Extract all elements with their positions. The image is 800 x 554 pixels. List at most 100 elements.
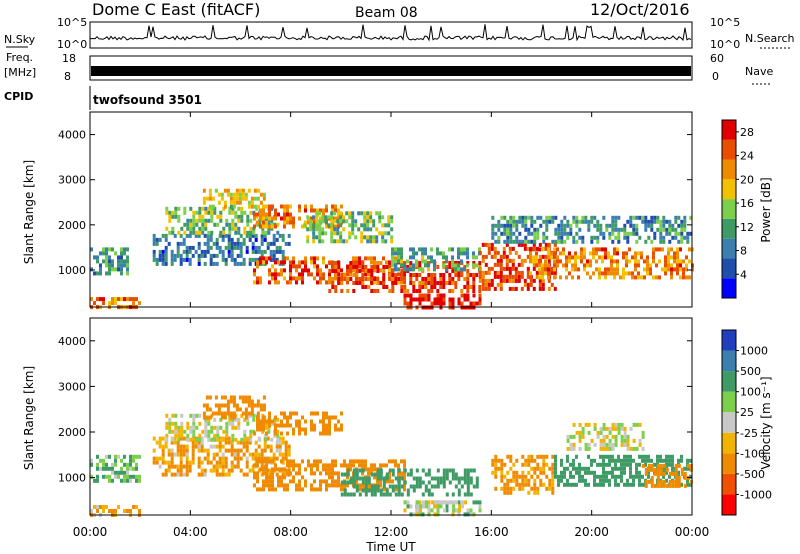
range-gate-cell [213,222,217,227]
range-gate-cell [686,458,689,463]
y-tick-label: 4000 [58,129,86,142]
range-gate-cell [644,458,647,463]
range-gate-cell [221,464,225,469]
range-gate-cell [596,430,600,435]
range-gate-cell [592,271,595,276]
range-gate-cell [123,251,126,256]
range-gate-cell [222,230,226,235]
range-gate-cell [188,464,192,469]
range-gate-cell [689,458,692,463]
range-gate-cell [565,263,568,268]
range-gate-cell [644,227,648,232]
range-gate-cell [397,259,400,264]
range-gate-cell [614,482,617,487]
range-gate-cell [634,251,637,256]
range-gate-cell [572,442,576,447]
range-gate-cell [421,267,424,272]
range-gate-cell [397,251,400,256]
range-gate-cell [318,227,322,232]
range-gate-cell [384,223,388,228]
range-gate-cell [207,417,211,422]
range-gate-cell [532,247,535,252]
range-gate-cell [592,251,595,256]
range-gate-cell [418,261,422,265]
range-gate-cell [445,472,449,477]
range-gate-cell [382,256,385,261]
range-gate-cell [321,231,325,236]
range-gate-cell [197,241,201,246]
range-gate-cell [336,219,340,224]
range-gate-cell [284,440,288,445]
range-gate-cell [370,484,374,489]
range-gate-cell [625,251,628,256]
range-gate-cell [271,276,274,281]
range-gate-cell [460,247,463,252]
range-gate-cell [560,235,564,240]
range-gate-cell [403,280,406,285]
range-gate-cell [212,241,216,246]
range-gate-cell [680,223,684,228]
range-gate-cell [536,215,540,220]
range-gate-cell [239,241,243,246]
range-gate-cell [309,227,313,232]
range-gate-cell [244,395,248,400]
range-gate-cell [108,263,111,268]
range-gate-cell [508,266,512,271]
range-gate-cell [554,458,557,463]
range-gate-cell [226,188,230,193]
range-gate-cell [394,476,398,481]
range-gate-cell [155,460,159,465]
range-gate-cell [647,235,651,240]
range-gate-cell [248,233,252,238]
range-gate-cell [659,219,663,224]
range-gate-cell [433,512,437,517]
range-gate-cell [641,474,644,479]
range-gate-cell [496,270,500,275]
range-gate-cell [530,239,534,244]
range-gate-cell [520,258,524,263]
range-gate-cell [493,254,497,259]
range-gate-cell [424,488,428,493]
range-gate-cell [231,218,235,223]
range-gate-cell [152,456,156,461]
range-gate-cell [221,249,225,254]
range-gate-cell [403,301,407,306]
range-gate-cell [265,483,268,488]
range-gate-cell [671,483,675,488]
range-gate-cell [403,487,406,492]
range-gate-cell [430,281,434,285]
range-gate-cell [478,270,482,275]
range-gate-cell [553,267,556,272]
range-gate-cell [212,468,216,473]
range-gate-cell [463,267,466,272]
range-gate-cell [427,277,431,281]
range-gate-cell [458,504,462,509]
range-gate-cell [536,490,540,495]
range-gate-cell [509,486,513,491]
range-gate-cell [611,434,615,439]
range-gate-cell [403,272,406,277]
range-gate-cell [186,437,190,442]
range-gate-cell [218,444,222,449]
range-gate-cell [179,448,183,453]
colorbar-segment [722,120,736,140]
range-gate-cell [259,423,262,428]
range-gate-cell [315,215,319,220]
range-gate-cell [472,484,476,489]
range-gate-cell [343,273,347,277]
range-gate-cell [454,261,458,265]
range-gate-cell [677,475,681,480]
range-gate-cell [400,277,404,281]
range-gate-cell [167,460,171,465]
range-gate-cell [506,239,510,244]
range-gate-cell [292,264,295,269]
range-gate-cell [271,459,274,464]
range-gate-cell [662,483,666,488]
range-gate-cell [497,458,501,463]
range-gate-cell [280,411,283,416]
range-gate-cell [656,475,660,480]
range-gate-cell [358,264,361,269]
range-gate-cell [653,215,657,220]
range-gate-cell [310,423,313,428]
range-gate-cell [185,468,189,473]
